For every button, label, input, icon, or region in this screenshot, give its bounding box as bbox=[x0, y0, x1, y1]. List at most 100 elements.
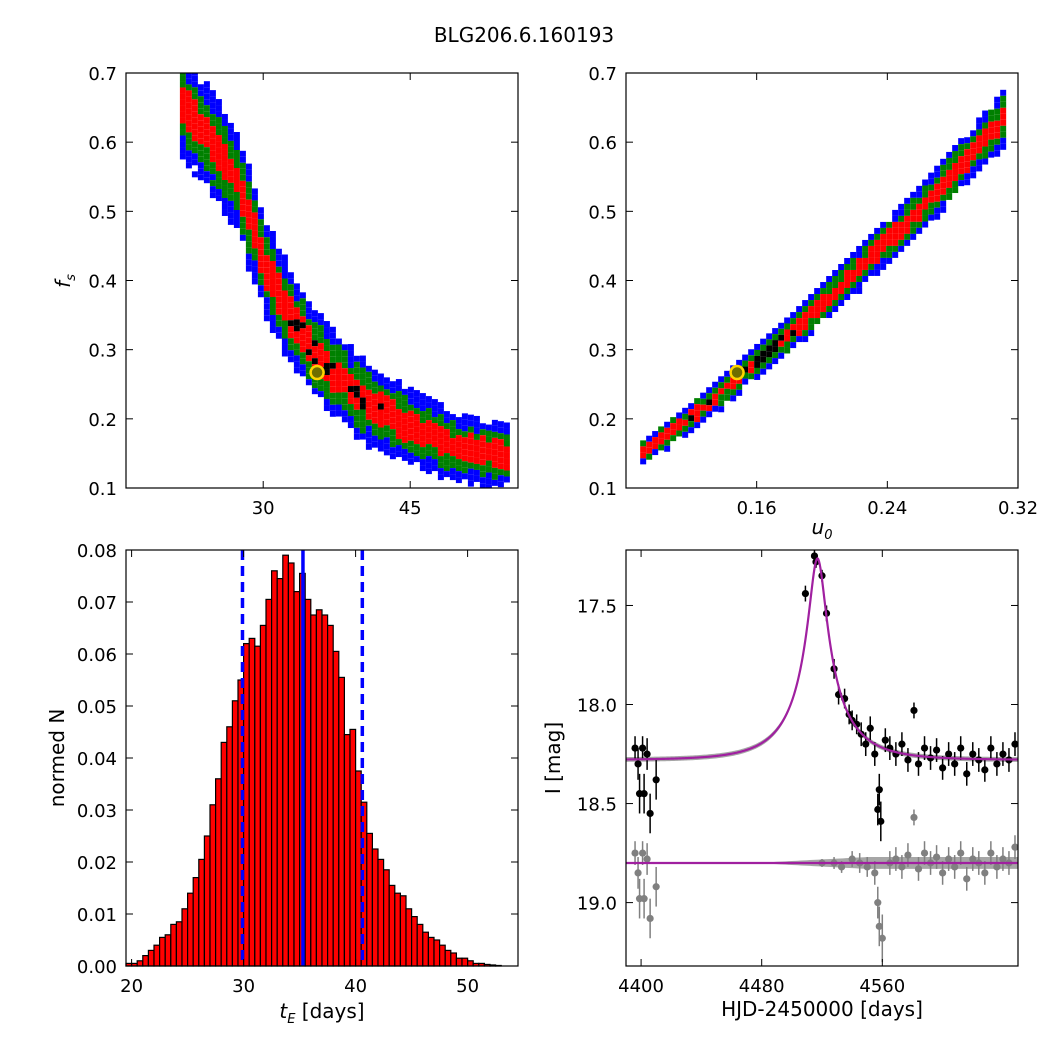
heatmap-cell bbox=[652, 449, 659, 456]
heatmap-cell bbox=[179, 105, 186, 112]
histogram-bar bbox=[170, 923, 178, 967]
heatmap-cell bbox=[239, 198, 246, 205]
heatmap-cell bbox=[473, 433, 480, 440]
heatmap-cell bbox=[958, 174, 965, 181]
heatmap-cell bbox=[221, 179, 228, 186]
heatmap-cell bbox=[473, 469, 480, 476]
heatmap-cell bbox=[377, 421, 384, 428]
heatmap-cell bbox=[898, 227, 905, 234]
histogram-bar bbox=[203, 835, 211, 967]
heatmap-cell bbox=[203, 87, 210, 94]
heatmap-cell bbox=[970, 136, 977, 143]
heatmap-cell bbox=[371, 405, 378, 412]
heatmap-cell bbox=[359, 391, 366, 398]
heatmap-cell bbox=[203, 147, 210, 154]
heatmap-cell bbox=[191, 129, 198, 136]
x-tick-label: 4400 bbox=[618, 976, 664, 997]
heatmap-cell bbox=[281, 332, 288, 339]
heatmap-cell bbox=[425, 420, 432, 427]
heatmap-cell bbox=[353, 367, 360, 374]
heatmap-cell bbox=[257, 231, 264, 238]
heatmap-cell bbox=[323, 321, 330, 328]
heatmap-cell bbox=[856, 275, 863, 282]
heatmap-cell bbox=[497, 481, 504, 488]
heatmap-cell bbox=[790, 324, 797, 331]
data-point bbox=[999, 750, 1007, 758]
heatmap-cell bbox=[790, 330, 797, 337]
heatmap-cell bbox=[485, 478, 492, 485]
heatmap-cell bbox=[497, 445, 504, 452]
heatmap-cell bbox=[443, 471, 450, 478]
heatmap-cell bbox=[940, 176, 947, 183]
heatmap-cell bbox=[341, 350, 348, 357]
data-point bbox=[638, 744, 647, 752]
heatmap-cell bbox=[383, 401, 390, 408]
heatmap-cell bbox=[491, 473, 498, 480]
heatmap-cell bbox=[425, 426, 432, 433]
heatmap-cell bbox=[431, 429, 438, 436]
heatmap-cell bbox=[892, 251, 899, 258]
heatmap-cell bbox=[479, 435, 486, 442]
heatmap-cell bbox=[257, 291, 264, 298]
heatmap-cell bbox=[910, 209, 917, 216]
heatmap-cell bbox=[820, 300, 827, 307]
heatmap-cell bbox=[838, 263, 845, 270]
heatmap-cell bbox=[203, 129, 210, 136]
heatmap-cell bbox=[730, 383, 737, 390]
heatmap-cell bbox=[467, 462, 474, 469]
histogram-bar bbox=[159, 936, 166, 967]
data-point bbox=[951, 760, 959, 768]
heatmap-cell bbox=[431, 453, 438, 460]
heatmap-cell bbox=[982, 146, 989, 153]
data-point bbox=[875, 786, 883, 794]
heatmap-cell bbox=[784, 329, 791, 336]
heatmap-cell bbox=[281, 320, 288, 327]
data-point bbox=[862, 740, 870, 748]
heatmap-cell bbox=[371, 399, 378, 406]
heatmap-cell bbox=[191, 147, 198, 154]
heatmap-cell bbox=[916, 227, 923, 234]
heatmap-cell bbox=[850, 257, 857, 264]
heatmap-cell bbox=[341, 386, 348, 393]
heatmap-cell bbox=[886, 239, 893, 246]
data-point bbox=[892, 855, 900, 863]
heatmap-cell bbox=[359, 427, 366, 434]
heatmap-cell bbox=[419, 441, 426, 448]
heatmap-cell bbox=[353, 403, 360, 410]
histogram-bar bbox=[338, 676, 345, 967]
heatmap-cell bbox=[347, 386, 354, 393]
heatmap-cell bbox=[239, 222, 246, 229]
heatmap-cell bbox=[377, 409, 384, 416]
heatmap-cell bbox=[431, 417, 438, 424]
heatmap-cell bbox=[251, 218, 258, 225]
heatmap-cell bbox=[946, 157, 953, 164]
heatmap-cell bbox=[449, 462, 456, 469]
data-point bbox=[638, 849, 647, 857]
heatmap-cell bbox=[377, 379, 384, 386]
heatmap-cell bbox=[646, 441, 653, 448]
heatmap-cell bbox=[251, 230, 258, 237]
heatmap-cell bbox=[904, 209, 911, 216]
heatmap-cell bbox=[431, 423, 438, 430]
heatmap-cell bbox=[640, 458, 647, 465]
heatmap-cell bbox=[664, 439, 671, 446]
heatmap-cell bbox=[311, 322, 318, 329]
heatmap-cell bbox=[934, 189, 941, 196]
heatmap-cell bbox=[485, 436, 492, 443]
heatmap-cell bbox=[814, 300, 821, 307]
histogram-bar bbox=[455, 957, 463, 967]
heatmap-cell bbox=[826, 294, 833, 301]
heatmap-cell bbox=[377, 415, 384, 422]
heatmap-cell bbox=[892, 221, 899, 228]
data-point bbox=[643, 750, 651, 758]
heatmap-cell bbox=[329, 380, 336, 387]
x-axis-label: u0 bbox=[812, 515, 833, 543]
heatmap-cell bbox=[970, 160, 977, 167]
heatmap-cell bbox=[640, 452, 647, 459]
heatmap-cell bbox=[473, 415, 480, 422]
heatmap-cell bbox=[479, 429, 486, 436]
x-tick-label: 45 bbox=[399, 498, 422, 519]
heatmap-cell bbox=[365, 437, 372, 444]
heatmap-cell bbox=[844, 281, 851, 288]
